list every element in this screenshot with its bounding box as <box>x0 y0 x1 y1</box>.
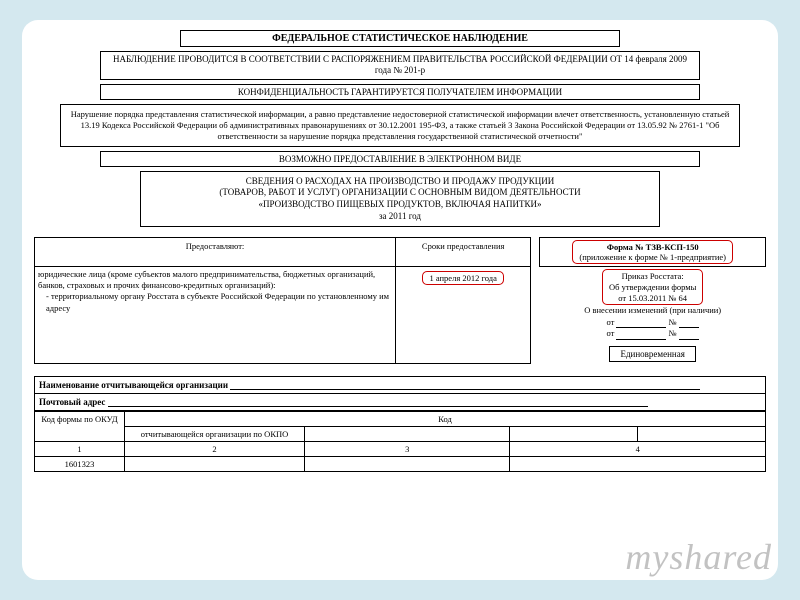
col-3: 3 <box>305 442 510 457</box>
form-number: Форма № ТЗВ-КСП-150 <box>607 242 699 252</box>
code-blank-3 <box>638 427 766 442</box>
okpo-value <box>125 457 305 472</box>
blank-v1 <box>305 457 510 472</box>
order-l3: от 15.03.2011 № 64 <box>618 293 687 303</box>
sub-box-1: НАБЛЮДЕНИЕ ПРОВОДИТСЯ В СООТВЕТСТВИИ С Р… <box>100 51 700 80</box>
changes-label: О внесении изменений (при наличии) <box>584 305 721 315</box>
info-l2: (ТОВАРОВ, РАБОТ И УСЛУГ) ОРГАНИЗАЦИИ С О… <box>147 187 653 199</box>
code-blank-2 <box>510 427 638 442</box>
where-provides: - территориальному органу Росстата в суб… <box>38 291 392 313</box>
tbl1-r1c2: 1 апреля 2012 года <box>395 267 530 364</box>
org-addr-label: Почтовый адрес <box>39 397 105 407</box>
deadline-highlight: 1 апреля 2012 года <box>422 271 503 285</box>
okud-value: 1601323 <box>35 457 125 472</box>
tbl1-r1c1: юридические лица (кроме субъектов малого… <box>35 267 396 364</box>
info-l4: за 2011 год <box>147 211 653 223</box>
info-l1: СВЕДЕНИЯ О РАСХОДАХ НА ПРОИЗВОДСТВО И ПР… <box>147 176 653 188</box>
law-box: Нарушение порядка представления статисти… <box>60 104 740 147</box>
who-provides: юридические лица (кроме субъектов малого… <box>38 269 375 290</box>
form-number-highlight: Форма № ТЗВ-КСП-150 (приложение к форме … <box>572 240 733 264</box>
info-l3: «ПРОИЗВОДСТВО ПИЩЕВЫХ ПРОДУКТОВ, ВКЛЮЧАЯ… <box>147 199 653 211</box>
tbl1-h2: Сроки предоставления <box>395 238 530 267</box>
tbl1-h3: Форма № ТЗВ-КСП-150 (приложение к форме … <box>540 238 766 267</box>
org-addr-line <box>108 398 648 407</box>
form-appendix: (приложение к форме № 1-предприятие) <box>579 252 726 262</box>
from2: от <box>607 328 615 338</box>
tbl1-h1: Предоставляют: <box>35 238 396 267</box>
org-addr-row: Почтовый адрес <box>35 394 766 411</box>
org-name-row: Наименование отчитывающейся организации <box>35 377 766 394</box>
okud-header: Код формы по ОКУД <box>35 412 125 442</box>
frequency-box: Единовременная <box>609 346 695 362</box>
code-header: Код <box>125 412 766 427</box>
electronic-box: ВОЗМОЖНО ПРЕДОСТАВЛЕНИЕ В ЭЛЕКТРОННОМ ВИ… <box>100 151 700 167</box>
sub-box-2: КОНФИДЕНЦИАЛЬНОСТЬ ГАРАНТИРУЕТСЯ ПОЛУЧАТ… <box>100 84 700 100</box>
title-box: ФЕДЕРАЛЬНОЕ СТАТИСТИЧЕСКОЕ НАБЛЮДЕНИЕ <box>180 30 620 47</box>
provision-table: Предоставляют: Сроки предоставления Форм… <box>34 237 766 364</box>
tbl1-r1c3: Приказ Росстата: Об утверждении формы от… <box>540 267 766 364</box>
okpo-header: отчитывающейся организации по ОКПО <box>125 427 305 442</box>
blank-v2 <box>510 457 766 472</box>
info-box: СВЕДЕНИЯ О РАСХОДАХ НА ПРОИЗВОДСТВО И ПР… <box>140 171 660 228</box>
code-table: Код формы по ОКУД Код отчитывающейся орг… <box>34 411 766 472</box>
col-4: 4 <box>510 442 766 457</box>
from1: от <box>607 317 615 327</box>
code-blank-1 <box>305 427 510 442</box>
org-name-line <box>230 381 700 390</box>
col-2: 2 <box>125 442 305 457</box>
org-table: Наименование отчитывающейся организации … <box>34 376 766 411</box>
order-l1: Приказ Росстата: <box>622 271 684 281</box>
col-1: 1 <box>35 442 125 457</box>
org-name-label: Наименование отчитывающейся организации <box>39 380 228 390</box>
order-highlight: Приказ Росстата: Об утверждении формы от… <box>602 269 703 305</box>
order-l2: Об утверждении формы <box>609 282 696 292</box>
